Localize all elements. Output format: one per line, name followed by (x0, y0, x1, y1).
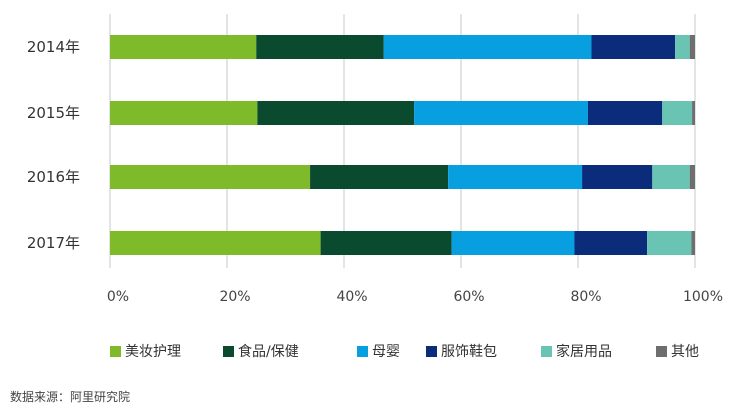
bar-segment-1-1 (257, 101, 415, 125)
bar-segment-3-5 (691, 231, 695, 255)
bar-segment-0-3 (591, 35, 676, 59)
bar-segment-3-2 (451, 231, 575, 255)
bar-segment-2-2 (448, 165, 583, 189)
bar-segment-2-5 (689, 165, 695, 189)
bar-segment-0-5 (689, 35, 695, 59)
x-axis-ticks: 0% 20% 40% 60% 80% 100% (107, 289, 723, 305)
category-label-2: 2016年 (27, 168, 80, 186)
bar-segment-0-0 (110, 35, 257, 59)
legend-swatch-1 (223, 346, 234, 357)
x-tick-label-3: 60% (453, 289, 484, 305)
legend-label-3: 服饰鞋包 (441, 344, 497, 360)
bar-segment-2-4 (652, 165, 690, 189)
bar-segment-1-4 (662, 101, 693, 125)
bars (110, 35, 695, 255)
x-tick-label-5: 100% (683, 289, 723, 305)
x-tick-label-1: 20% (219, 289, 250, 305)
bar-segment-2-0 (110, 165, 311, 189)
x-tick-label-4: 80% (570, 289, 601, 305)
x-tick-label-2: 40% (336, 289, 367, 305)
legend-label-5: 其他 (671, 344, 699, 360)
legend-label-4: 家居用品 (556, 343, 612, 360)
category-labels: 2014年 2015年 2016年 2017年 (27, 38, 80, 252)
legend-label-2: 母婴 (372, 344, 400, 360)
category-label-0: 2014年 (27, 38, 80, 56)
legend-swatch-3 (426, 346, 437, 357)
legend-swatch-0 (110, 346, 121, 357)
bar-segment-3-3 (574, 231, 648, 255)
legend-swatch-4 (541, 346, 552, 357)
bar-segment-1-5 (692, 101, 695, 125)
legend-swatch-2 (357, 346, 368, 357)
bar-segment-3-4 (647, 231, 692, 255)
bar-segment-1-0 (110, 101, 258, 125)
bar-segment-0-2 (383, 35, 592, 59)
bar-segment-3-1 (320, 231, 452, 255)
category-label-3: 2017年 (27, 234, 80, 252)
x-tick-label-0: 0% (107, 289, 129, 305)
legend-label-0: 美妆护理 (125, 344, 181, 360)
legend: 美妆护理 食品/保健 母婴 服饰鞋包 家居用品 其他 (110, 343, 699, 360)
bar-segment-1-2 (414, 101, 588, 125)
legend-label-1: 食品/保健 (238, 343, 299, 360)
bar-segment-0-1 (256, 35, 384, 59)
legend-swatch-5 (656, 346, 667, 357)
bar-segment-3-0 (110, 231, 321, 255)
bar-segment-1-3 (587, 101, 663, 125)
bar-segment-0-4 (675, 35, 690, 59)
bar-segment-2-1 (310, 165, 449, 189)
bar-segment-2-3 (582, 165, 653, 189)
source-note: 数据来源：阿里研究院 (10, 390, 131, 404)
category-label-1: 2015年 (27, 104, 80, 122)
